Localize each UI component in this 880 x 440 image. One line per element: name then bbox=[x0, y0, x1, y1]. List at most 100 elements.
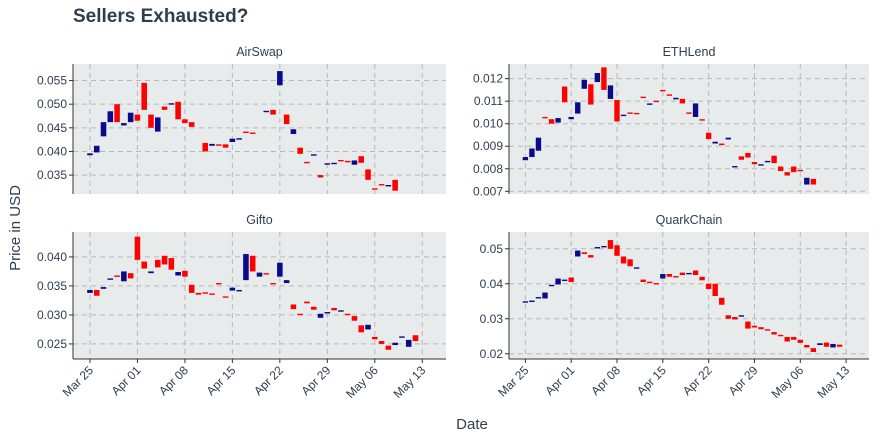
candle bbox=[297, 147, 303, 154]
candle bbox=[317, 313, 324, 318]
candle bbox=[202, 292, 209, 294]
candle bbox=[627, 112, 633, 114]
candle bbox=[114, 275, 120, 277]
candle bbox=[719, 297, 725, 305]
candle bbox=[93, 145, 100, 153]
y-tick-label: 0.040 bbox=[37, 250, 67, 264]
candle bbox=[351, 316, 358, 321]
candle bbox=[673, 276, 679, 278]
x-tick-label: Apr 29 bbox=[726, 363, 761, 398]
candle bbox=[535, 297, 542, 299]
candle bbox=[141, 82, 147, 110]
x-tick-label: Apr 01 bbox=[542, 363, 577, 398]
candle bbox=[738, 156, 745, 160]
candle bbox=[304, 301, 310, 304]
x-tick-label: Apr 15 bbox=[204, 363, 239, 398]
panel-background bbox=[73, 64, 446, 194]
candle bbox=[784, 336, 790, 342]
candle bbox=[653, 283, 659, 285]
y-tick-label: 0.035 bbox=[37, 168, 67, 182]
candle bbox=[154, 117, 161, 132]
y-tick-label: 0.03 bbox=[480, 312, 504, 326]
candle bbox=[324, 312, 331, 314]
x-tick-label: Apr 29 bbox=[299, 363, 334, 398]
candle bbox=[216, 144, 222, 146]
candle bbox=[297, 313, 303, 316]
candle bbox=[338, 159, 344, 162]
candle bbox=[620, 256, 627, 264]
x-tick-label: Apr 01 bbox=[109, 363, 144, 398]
panel-title-quarkchain: QuarkChain bbox=[656, 213, 723, 227]
candle bbox=[175, 101, 181, 120]
candle bbox=[692, 103, 699, 117]
candle bbox=[771, 332, 777, 335]
candle bbox=[277, 71, 283, 86]
candle bbox=[791, 166, 797, 173]
candle bbox=[344, 313, 351, 316]
candle bbox=[168, 258, 175, 270]
candle bbox=[317, 175, 324, 178]
candle bbox=[797, 169, 803, 172]
candle bbox=[310, 306, 317, 310]
candle bbox=[692, 270, 699, 276]
candle bbox=[277, 262, 283, 277]
candle bbox=[568, 277, 574, 283]
candle bbox=[378, 184, 385, 186]
candle bbox=[87, 289, 93, 293]
y-tick-label: 0.050 bbox=[37, 97, 67, 111]
candle bbox=[392, 179, 398, 191]
candle bbox=[738, 315, 745, 317]
y-tick-label: 0.05 bbox=[480, 242, 504, 256]
candle bbox=[575, 102, 581, 114]
y-tick-label: 0.02 bbox=[480, 347, 504, 361]
candle bbox=[764, 160, 771, 163]
candle bbox=[797, 339, 803, 343]
x-tick-label: May 13 bbox=[391, 363, 429, 401]
candle bbox=[385, 345, 392, 350]
candle bbox=[290, 129, 297, 134]
candle bbox=[399, 336, 405, 338]
candle bbox=[575, 250, 581, 257]
candle bbox=[161, 106, 168, 110]
candle bbox=[365, 169, 371, 180]
candle bbox=[647, 281, 653, 284]
candle bbox=[100, 287, 107, 289]
candle bbox=[372, 336, 378, 340]
candle bbox=[229, 287, 236, 291]
candle bbox=[660, 89, 666, 92]
candle bbox=[372, 188, 378, 190]
candle bbox=[705, 283, 712, 290]
candle bbox=[202, 142, 209, 152]
candle bbox=[705, 132, 712, 140]
candle bbox=[601, 245, 607, 248]
candle bbox=[804, 345, 810, 348]
candle bbox=[256, 272, 263, 277]
candle bbox=[114, 104, 120, 123]
candle bbox=[686, 272, 692, 275]
candle bbox=[732, 166, 738, 168]
candle bbox=[310, 154, 317, 156]
candle bbox=[270, 283, 276, 285]
candle bbox=[182, 270, 188, 277]
candle bbox=[542, 116, 548, 119]
candle bbox=[601, 67, 607, 90]
x-tick-label: Apr 22 bbox=[251, 363, 286, 398]
x-tick-label: May 06 bbox=[769, 363, 807, 401]
candle bbox=[561, 279, 568, 281]
y-tick-label: 0.045 bbox=[37, 121, 67, 135]
candle bbox=[810, 178, 817, 185]
x-tick-label: May 13 bbox=[814, 363, 852, 401]
candle bbox=[121, 271, 127, 282]
panel-background bbox=[73, 232, 446, 359]
candle bbox=[548, 119, 555, 124]
x-tick-label: Apr 22 bbox=[680, 363, 715, 398]
candle bbox=[182, 119, 188, 124]
candle bbox=[725, 315, 731, 319]
candle bbox=[351, 160, 358, 165]
candle bbox=[614, 100, 620, 122]
candle bbox=[732, 317, 738, 320]
chart-title: Sellers Exhausted? bbox=[73, 6, 249, 27]
candle bbox=[222, 296, 229, 298]
candle bbox=[243, 254, 249, 281]
candle bbox=[209, 293, 215, 295]
